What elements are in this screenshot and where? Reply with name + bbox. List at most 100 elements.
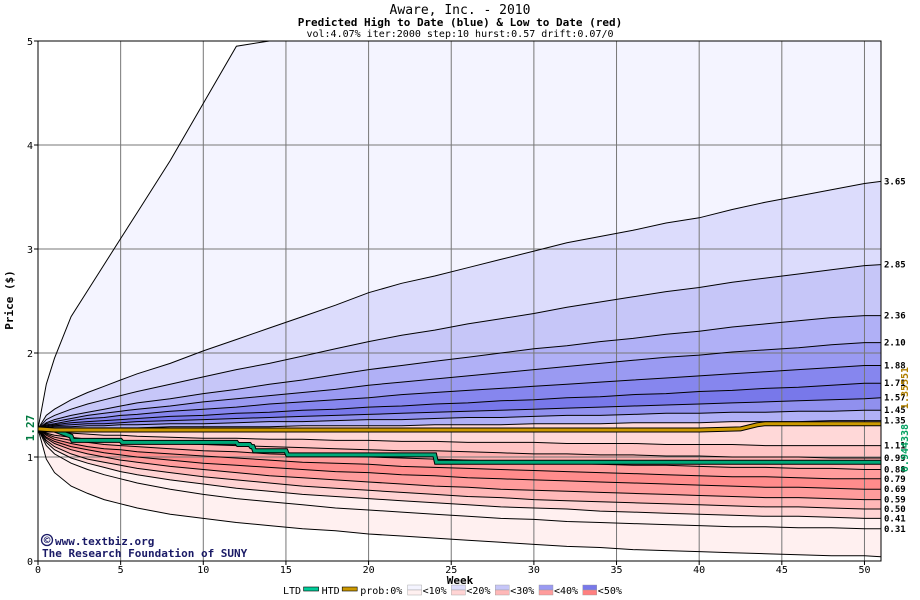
start-price-label: 1.27 xyxy=(24,415,37,442)
legend: LTD HTD prob:0% <10% <20% <30% <40% <50% xyxy=(283,584,622,597)
legend-swatch-high xyxy=(582,584,597,591)
legend-swatch-low xyxy=(407,589,422,596)
x-tick-label: 0 xyxy=(35,565,41,576)
x-tick-label: 50 xyxy=(858,565,870,576)
y-tick-label: 1 xyxy=(27,453,33,464)
legend-label: <50% xyxy=(598,586,622,597)
low-band-3 xyxy=(38,428,881,479)
htd-line xyxy=(37,422,881,432)
quantile-end-labels: 3.65 2.85 2.36 2.10 1.88 1.71 1.57 1.451.35 1.11… xyxy=(884,177,906,534)
quantile-end-label: 3.65 xyxy=(884,177,906,187)
quantile-end-label: 1.57 xyxy=(884,394,906,404)
quantile-curve xyxy=(37,428,881,510)
high-band-0 xyxy=(38,41,881,429)
legend-swatch-low xyxy=(451,589,466,596)
chart-params: vol:4.07% iter:2000 step:10 hurst:0.57 d… xyxy=(306,29,613,40)
low-band-8 xyxy=(38,428,881,529)
ltd-line xyxy=(37,427,881,464)
credit-org: The Research Foundation of SUNY xyxy=(42,547,248,560)
quantile-curve xyxy=(37,428,881,530)
low-band-7 xyxy=(38,428,881,519)
chart-subtitle: Predicted High to Date (blue) & Low to D… xyxy=(298,16,623,29)
legend-label: HTD xyxy=(322,586,340,597)
quantile-end-label: 0.41 xyxy=(884,514,906,524)
legend-label: <10% xyxy=(423,586,447,597)
x-tick-label: 5 xyxy=(118,565,124,576)
y-tick-label: 5 xyxy=(27,37,33,48)
y-axis-ticks: 0 1 2 3 4 5 xyxy=(27,37,38,568)
y-tick-label: 4 xyxy=(27,141,33,152)
x-tick-label: 25 xyxy=(445,565,457,576)
x-axis-label: Week xyxy=(447,574,474,587)
quantile-curve xyxy=(37,409,881,430)
x-tick-label: 45 xyxy=(776,565,788,576)
right-axis-htd-value: 1.35551 xyxy=(900,367,911,409)
x-tick-label: 30 xyxy=(528,565,540,576)
high-band-3 xyxy=(38,315,881,429)
legend-label: <20% xyxy=(466,586,490,597)
quantile-curve xyxy=(37,382,881,430)
quantile-end-label: 0.69 xyxy=(884,485,906,495)
legend-label: <30% xyxy=(510,586,534,597)
x-tick-label: 15 xyxy=(280,565,292,576)
chart-title: Aware, Inc. - 2010 xyxy=(390,3,531,18)
quantile-curve xyxy=(37,342,881,430)
high-band-4 xyxy=(38,342,881,429)
high-band-7 xyxy=(38,397,881,429)
copyright-symbol: © xyxy=(44,534,51,547)
quantile-curve xyxy=(37,428,881,519)
quantile-end-label: 0.59 xyxy=(884,496,906,506)
quantile-curve xyxy=(37,428,882,558)
x-axis-ticks: 0 5 10 15 20 25 30 35 40 45 50 xyxy=(35,561,870,576)
quantile-curve xyxy=(37,365,881,430)
quantile-end-label: 0.50 xyxy=(884,505,906,515)
quantile-end-label: 2.10 xyxy=(884,339,906,349)
quantile-end-label: 0.88 xyxy=(884,465,906,475)
y-tick-label: 0 xyxy=(27,557,33,568)
x-tick-label: 35 xyxy=(611,565,623,576)
quantile-end-label: 0.99 xyxy=(884,454,906,464)
quantile-curve xyxy=(37,397,882,430)
high-band-5 xyxy=(38,365,881,429)
high-band-6 xyxy=(38,383,881,429)
legend-swatch-high xyxy=(407,584,422,591)
high-band-8 xyxy=(38,410,881,429)
right-axis-ltd-value: 0.944338 xyxy=(900,424,911,472)
quantile-curve xyxy=(37,315,881,430)
quantile-curve xyxy=(37,264,882,430)
quantile-end-label: 0.31 xyxy=(884,525,906,535)
x-tick-label: 10 xyxy=(197,565,209,576)
legend-swatch-low xyxy=(582,589,597,596)
plot-frame xyxy=(37,40,882,562)
quantile-end-label: 1.35 xyxy=(884,417,906,427)
htd-ltd-series xyxy=(37,421,881,465)
low-band-1 xyxy=(38,428,881,458)
quantile-curve xyxy=(37,428,881,480)
legend-label: LTD xyxy=(283,586,301,597)
quantile-end-label: 1.11 xyxy=(884,442,906,452)
legend-swatch-high xyxy=(495,584,510,591)
y-tick-label: 3 xyxy=(27,245,33,256)
quantile-curve xyxy=(37,180,882,430)
legend-swatch-low xyxy=(495,589,510,596)
quantile-curve xyxy=(37,428,881,490)
quantile-curve xyxy=(37,428,881,470)
high-band-2 xyxy=(38,264,881,429)
quantile-end-label: 1.45 xyxy=(884,406,906,416)
credit-url: www.textbiz.org xyxy=(55,535,154,548)
quantile-end-label: 0.79 xyxy=(884,475,906,485)
legend-swatch-high xyxy=(538,584,554,591)
quantile-end-label: 2.36 xyxy=(884,312,906,322)
quantile-end-label: 1.88 xyxy=(884,361,906,371)
quantile-curve xyxy=(37,428,881,447)
copyright-icon xyxy=(40,533,54,547)
x-tick-label: 20 xyxy=(363,565,375,576)
legend-label: <40% xyxy=(554,586,578,597)
legend-line-swatch xyxy=(341,586,358,592)
quantile-end-label: 1.71 xyxy=(884,379,906,389)
quantile-curve xyxy=(37,428,881,501)
legend-line-swatch xyxy=(303,586,319,592)
low-band-6 xyxy=(38,428,881,509)
legend-swatch-low xyxy=(538,589,554,596)
